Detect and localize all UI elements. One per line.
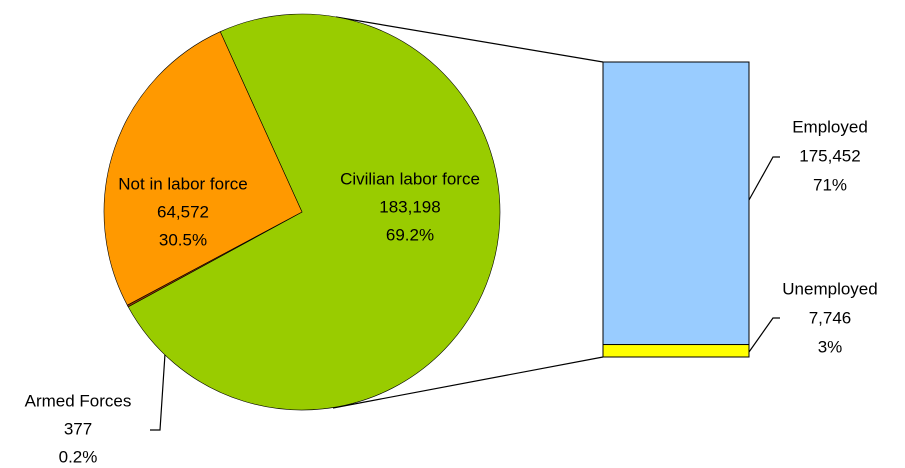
bar-segment xyxy=(602,61,750,346)
segment-value: 7,746 xyxy=(809,308,852,327)
segment-percent: 3% xyxy=(818,337,843,356)
connector-line xyxy=(335,16,604,63)
slice-percent: 30.5% xyxy=(159,230,207,249)
leader-line xyxy=(748,317,780,353)
connector-line xyxy=(332,356,604,409)
slice-label: Not in labor force xyxy=(118,174,247,193)
segment-label: Unemployed xyxy=(782,279,877,298)
slice-label: Civilian labor force xyxy=(340,169,480,188)
slice-percent: 69.2% xyxy=(386,225,434,244)
slice-label: Armed Forces xyxy=(25,391,132,410)
slice-value: 64,572 xyxy=(157,202,209,221)
pie-slice xyxy=(127,13,501,411)
bar-segment xyxy=(602,344,750,358)
segment-label: Employed xyxy=(792,117,868,136)
slice-value: 183,198 xyxy=(379,197,440,216)
pie-slice xyxy=(103,31,303,306)
slice-percent: 0.2% xyxy=(59,447,98,466)
slice-value: 377 xyxy=(64,419,92,438)
segment-percent: 71% xyxy=(813,175,847,194)
leader-line xyxy=(150,353,166,431)
leader-line xyxy=(748,156,780,201)
segment-value: 175,452 xyxy=(799,146,860,165)
